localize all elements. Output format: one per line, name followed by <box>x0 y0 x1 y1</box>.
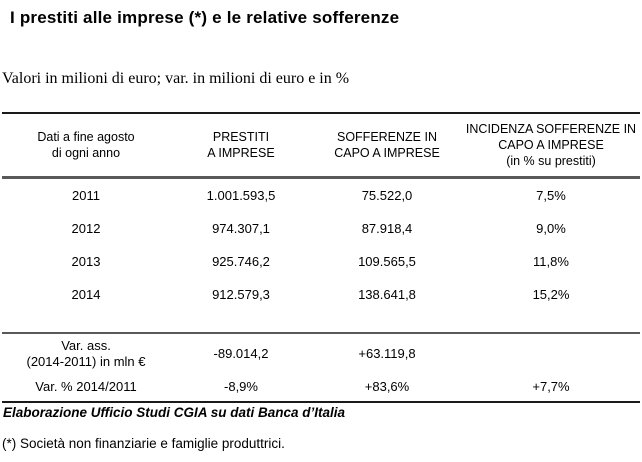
table-header-row: Dati a fine agosto di ogni anno PRESTITI… <box>2 112 640 179</box>
cell-prestiti: 974.307,1 <box>212 221 270 236</box>
table-summary: Var. ass. (2014-2011) in mln € -89.014,2… <box>2 332 640 403</box>
cell-incidenza: 15,2% <box>532 287 570 302</box>
source-attribution: Elaborazione Ufficio Studi CGIA su dati … <box>3 405 346 420</box>
data-table: Dati a fine agosto di ogni anno PRESTITI… <box>2 112 640 403</box>
cell-year: 2013 <box>71 254 101 269</box>
header-incidenza: INCIDENZA SOFFERENZE IN CAPO A IMPRESE (… <box>465 122 637 168</box>
cell-year: 2014 <box>71 287 101 302</box>
footnote: (*) Società non finanziarie e famiglie p… <box>2 436 285 451</box>
cell-year: 2012 <box>71 221 101 236</box>
table-row: 2012 974.307,1 87.918,4 9,0% <box>2 212 640 245</box>
table-row: 2013 925.746,2 109.565,5 11,8% <box>2 245 640 278</box>
cell-sofferenze-var: +63.119,8 <box>358 346 416 361</box>
table-gap <box>2 311 640 332</box>
cell-year: 2011 <box>72 188 100 203</box>
cell-sofferenze-var-pct: +83,6% <box>364 379 410 394</box>
cell-prestiti-var-pct: -8,9% <box>224 379 258 394</box>
subtitle: Valori in milioni di euro; var. in milio… <box>2 70 350 87</box>
summary-label: Var. % 2014/2011 <box>35 379 137 394</box>
cell-incidenza: 7,5% <box>536 188 566 203</box>
cell-incidenza-var-pct: +7,7% <box>532 379 570 394</box>
cell-prestiti: 1.001.593,5 <box>206 188 276 203</box>
summary-label: Var. ass. (2014-2011) in mln € <box>26 338 146 369</box>
cell-sofferenze: 138.641,8 <box>358 287 416 302</box>
cell-prestiti: 925.746,2 <box>212 254 270 269</box>
cell-incidenza: 9,0% <box>536 221 566 236</box>
page-title: I prestiti alle imprese (*) e le relativ… <box>10 8 400 27</box>
cell-sofferenze: 109.565,5 <box>358 254 416 269</box>
summary-row-var-pct: Var. % 2014/2011 -8,9% +83,6% +7,7% <box>2 374 640 401</box>
cell-incidenza-var <box>462 334 640 374</box>
table-row: 2014 912.579,3 138.641,8 15,2% <box>2 278 640 311</box>
summary-row-var-ass: Var. ass. (2014-2011) in mln € -89.014,2… <box>2 334 640 374</box>
cell-incidenza: 11,8% <box>533 254 569 269</box>
cell-prestiti-var: -89.014,2 <box>213 346 269 361</box>
header-prestiti: PRESTITI A IMPRESE <box>207 130 275 160</box>
cell-sofferenze: 87.918,4 <box>361 221 413 236</box>
cell-sofferenze: 75.522,0 <box>361 188 413 203</box>
table-row: 2011 1.001.593,5 75.522,0 7,5% <box>2 179 640 212</box>
cell-prestiti: 912.579,3 <box>212 287 270 302</box>
header-year: Dati a fine agosto di ogni anno <box>37 130 135 160</box>
table-body: 2011 1.001.593,5 75.522,0 7,5% 2012 974.… <box>2 179 640 311</box>
header-sofferenze: SOFFERENZE IN CAPO A IMPRESE <box>334 130 440 160</box>
